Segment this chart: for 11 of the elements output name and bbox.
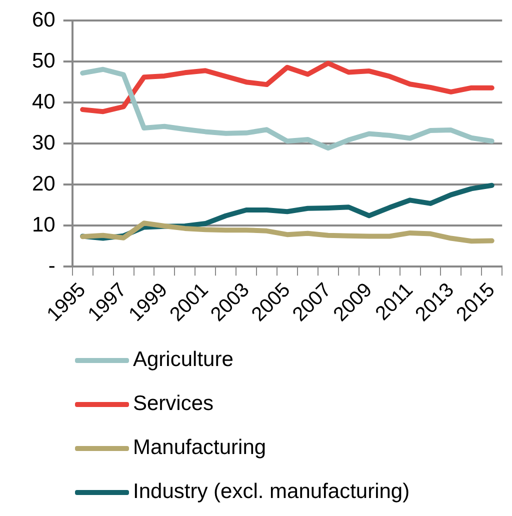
y-tick-label: 30 [32, 131, 56, 154]
y-tick-label: 20 [32, 172, 56, 196]
legend-label: Industry (excl. manufacturing) [133, 480, 410, 504]
y-tick-label: 10 [32, 213, 56, 236]
legend-label: Services [133, 392, 214, 416]
y-tick-label: 40 [32, 90, 56, 114]
y-tick-label: 60 [32, 8, 56, 32]
legend-label: Agriculture [133, 348, 234, 372]
y-tick-label: 50 [32, 49, 56, 72]
y-tick-label: - [48, 254, 56, 278]
legend-label: Manufacturing [133, 436, 266, 460]
